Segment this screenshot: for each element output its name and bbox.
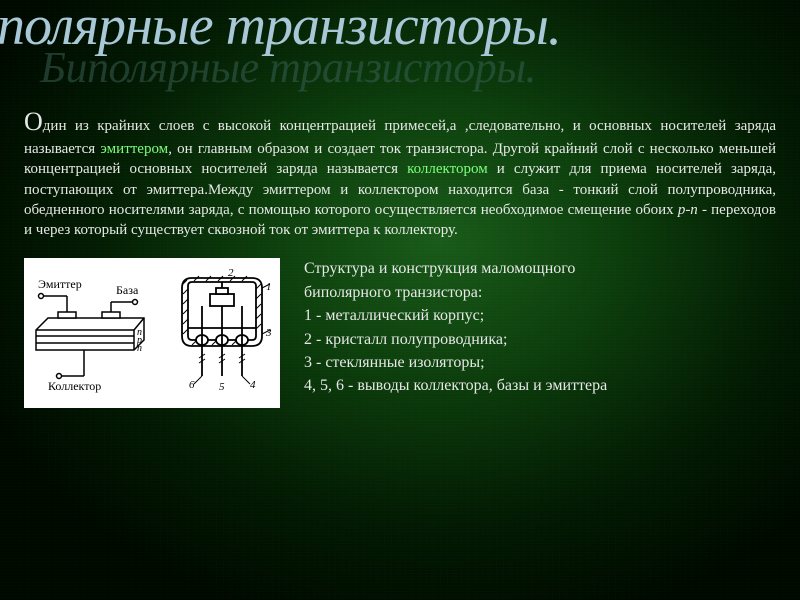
main-paragraph: Один из крайних слоев с высокой концентр… [0, 96, 800, 240]
diagram-d5: 5 [219, 381, 225, 393]
diagram-d4: 4 [250, 379, 256, 391]
title-block: Биполярные транзисторы. иполярные транзи… [0, 0, 800, 96]
pn-term: p-n [678, 202, 698, 218]
caption-l5: 4, 5, 6 - выводы коллектора, базы и эмит… [304, 375, 607, 397]
emitter-term: эмиттером [100, 141, 168, 157]
dropcap: О [24, 107, 43, 136]
diagram-label-collector: Коллектор [48, 379, 101, 393]
collector-term: коллектором [407, 161, 488, 177]
caption-l0: Структура и конструкция маломощного [304, 258, 607, 280]
diagram-n2: n [137, 343, 142, 354]
diagram-label-emitter: Эмиттер [38, 277, 82, 291]
diagram-d2: 2 [228, 267, 234, 279]
diagram-d3: 3 [265, 327, 272, 339]
diagram-label-base: База [116, 283, 139, 297]
caption-l3: 2 - кристалл полупроводника; [304, 329, 607, 351]
lower-row: Эмиттер База Коллектор n p n [0, 240, 800, 408]
diagram-d1: 1 [266, 281, 272, 293]
transistor-diagram: Эмиттер База Коллектор n p n [24, 258, 280, 408]
diagram-d6: 6 [189, 379, 195, 391]
title-main: иполярные транзисторы. [0, 0, 561, 58]
caption-l4: 3 - стеклянные изоляторы; [304, 352, 607, 374]
caption-l2: 1 - металлический корпус; [304, 305, 607, 327]
diagram-caption: Структура и конструкция маломощного бипо… [304, 258, 607, 398]
caption-l1: биполярного транзистора: [304, 282, 607, 304]
